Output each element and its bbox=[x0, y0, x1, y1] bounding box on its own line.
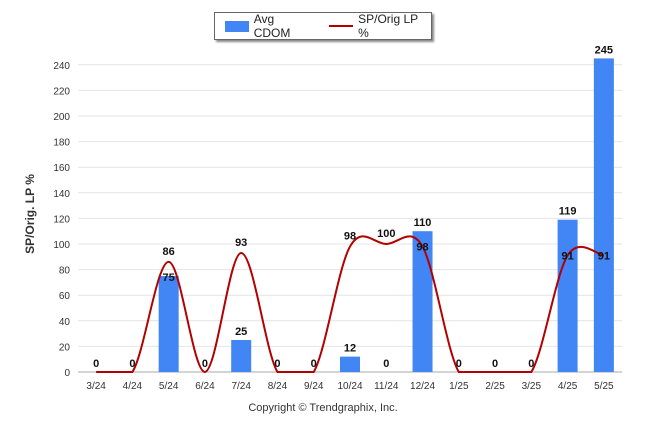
x-tick-label: 10/24 bbox=[337, 381, 362, 392]
x-tick-label: 12/24 bbox=[410, 381, 435, 392]
x-tick-label: 4/25 bbox=[558, 381, 578, 392]
y-tick-label: 120 bbox=[53, 214, 70, 225]
x-tick-label: 3/24 bbox=[86, 381, 106, 392]
bar-data-label: 0 bbox=[129, 358, 135, 370]
bar bbox=[557, 219, 578, 372]
bar-data-label: 0 bbox=[202, 358, 208, 370]
y-tick-label: 140 bbox=[53, 189, 70, 200]
legend-label-bar: Avg CDOM bbox=[253, 12, 291, 40]
bar bbox=[231, 340, 252, 372]
bar-data-label: 0 bbox=[456, 358, 462, 370]
bar bbox=[340, 356, 360, 372]
line-data-label: 86 bbox=[163, 246, 175, 258]
legend-label-line: SP/Orig LP % bbox=[358, 12, 418, 40]
x-tick-label: 11/24 bbox=[374, 381, 399, 392]
bar-data-label: 0 bbox=[383, 358, 389, 370]
bar bbox=[158, 276, 179, 372]
y-tick-label: 40 bbox=[59, 317, 71, 328]
y-tick-label: 0 bbox=[64, 368, 70, 379]
bar-data-label: 0 bbox=[492, 358, 498, 370]
y-tick-label: 20 bbox=[59, 342, 71, 353]
legend-item-bar: Avg CDOM bbox=[225, 12, 313, 40]
legend-swatch-bar bbox=[225, 20, 249, 32]
x-tick-label: 2/25 bbox=[485, 381, 505, 392]
x-tick-label: 9/24 bbox=[304, 381, 324, 392]
legend-swatch-line bbox=[329, 25, 354, 27]
bar bbox=[412, 231, 433, 372]
line-series bbox=[96, 235, 605, 374]
copyright: Copyright © Trendgraphix, Inc. bbox=[248, 402, 398, 414]
bar-data-label: 0 bbox=[274, 358, 280, 370]
bar-data-label: 119 bbox=[559, 206, 577, 218]
bar-data-label: 110 bbox=[414, 217, 432, 229]
bar-data-label: 0 bbox=[528, 358, 534, 370]
x-tick-label: 3/25 bbox=[522, 381, 542, 392]
line-data-label: 91 bbox=[561, 251, 573, 263]
line-data-label: 100 bbox=[377, 228, 395, 240]
y-tick-label: 220 bbox=[53, 86, 70, 97]
y-tick-label: 160 bbox=[53, 163, 70, 174]
bar-data-label: 12 bbox=[344, 343, 356, 355]
bar-data-label: 0 bbox=[93, 358, 99, 370]
x-tick-label: 7/24 bbox=[231, 381, 251, 392]
legend: Avg CDOM SP/Orig LP % bbox=[214, 12, 432, 40]
bar-data-label: 75 bbox=[163, 272, 175, 284]
line-data-label: 91 bbox=[598, 251, 610, 263]
line-data-label: 98 bbox=[344, 231, 356, 243]
x-tick-label: 5/25 bbox=[594, 381, 614, 392]
y-tick-label: 100 bbox=[53, 240, 70, 251]
y-tick-label: 240 bbox=[53, 61, 70, 72]
bar-data-label: 25 bbox=[235, 326, 247, 338]
y-tick-label: 60 bbox=[59, 291, 71, 302]
legend-item-line: SP/Orig LP % bbox=[329, 12, 431, 40]
x-tick-label: 1/25 bbox=[449, 381, 469, 392]
bar bbox=[593, 58, 614, 373]
x-tick-label: 4/24 bbox=[123, 381, 143, 392]
bar-data-label: 245 bbox=[595, 44, 613, 56]
y-tick-label: 200 bbox=[53, 112, 70, 123]
x-tick-label: 8/24 bbox=[268, 381, 288, 392]
y-axis-label: SP/Orig. LP % bbox=[23, 174, 37, 254]
x-tick-label: 6/24 bbox=[195, 381, 215, 392]
y-tick-label: 80 bbox=[59, 266, 71, 277]
y-tick-label: 180 bbox=[53, 138, 70, 149]
line-data-label: 98 bbox=[416, 242, 428, 254]
x-tick-label: 5/24 bbox=[159, 381, 179, 392]
bar-data-label: 0 bbox=[311, 358, 317, 370]
line-data-label: 93 bbox=[235, 237, 247, 249]
